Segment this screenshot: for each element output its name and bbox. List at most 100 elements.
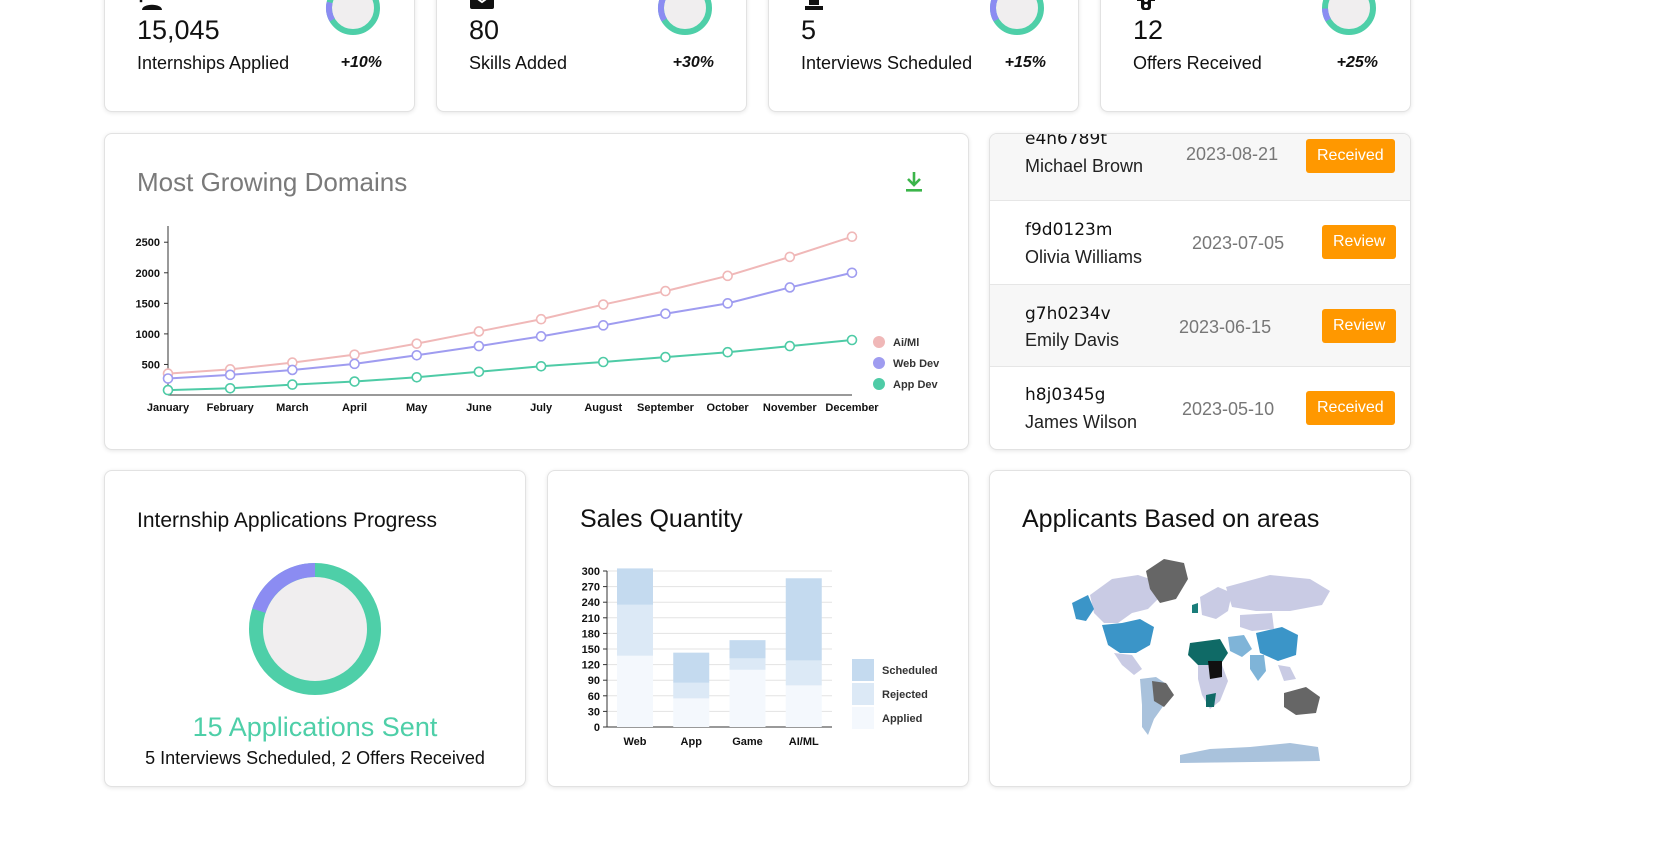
application-date: 2023-05-10 <box>1182 399 1275 419</box>
x-tick-label: July <box>530 402 553 414</box>
x-tick-label: Game <box>732 736 763 748</box>
applicant-name: Emily Davis <box>1025 330 1120 350</box>
map-region-alaska <box>1072 595 1094 621</box>
y-tick-label: 30 <box>588 706 600 718</box>
world-map[interactable] <box>1060 557 1340 767</box>
stat-percent: +30% <box>672 54 714 71</box>
series-line <box>167 235 853 375</box>
stat-card-skills: 80 Skills Added +30% <box>436 0 747 112</box>
legend-swatch <box>852 659 874 681</box>
data-point <box>411 338 423 349</box>
status-badge[interactable]: Received <box>1306 391 1395 425</box>
legend-swatch <box>852 683 874 705</box>
x-tick-label: January <box>147 402 190 414</box>
stat-value: 15,045 <box>137 15 220 45</box>
series-line <box>167 339 853 392</box>
data-point <box>411 371 423 383</box>
download-icon[interactable] <box>903 170 925 194</box>
bar-segment <box>617 604 653 656</box>
stat-label: Offers Received <box>1133 53 1262 73</box>
map-region-central-africa <box>1208 661 1222 679</box>
traffic-light-icon <box>1137 0 1155 10</box>
application-id: h8j0345g <box>1025 385 1106 405</box>
legend-label: App Dev <box>893 379 939 391</box>
map-card: Applicants Based on areas <box>989 470 1411 787</box>
data-point <box>660 351 671 363</box>
bar-segment <box>785 685 822 727</box>
map-region-russia <box>1226 575 1330 611</box>
series-line <box>167 271 853 380</box>
ring-center <box>263 577 367 681</box>
list-item[interactable]: h8j0345g James Wilson 2023-05-10 Receive… <box>990 367 1410 449</box>
y-tick-label: 180 <box>582 628 600 640</box>
legend-label: Applied <box>882 713 922 725</box>
stat-card-offers: 12 Offers Received +25% <box>1100 0 1411 112</box>
data-point <box>784 282 796 293</box>
data-point <box>162 373 174 384</box>
map-region-greenland <box>1146 559 1188 603</box>
data-point <box>846 231 858 243</box>
status-badge[interactable]: Review <box>1322 225 1397 259</box>
map-region-south-africa <box>1206 693 1216 707</box>
line-chart: 500 1000 1500 2000 2500 January February March A… <box>136 226 940 414</box>
y-tick-label: 1500 <box>136 298 160 310</box>
stat-ring <box>658 0 712 35</box>
bar-segment <box>785 578 822 661</box>
status-badge[interactable]: Review <box>1322 309 1397 343</box>
map-region-brazil <box>1152 681 1174 707</box>
stat-label: Skills Added <box>469 53 568 73</box>
domains-card: Most Growing Domains 500 1000 1500 2000 2500… <box>104 133 969 450</box>
status-badge[interactable]: Received <box>1306 139 1395 173</box>
bar-segment <box>785 660 822 686</box>
application-date: 2023-06-15 <box>1179 317 1272 337</box>
applicant-name: James Wilson <box>1025 412 1138 432</box>
stat-ring <box>1322 0 1376 35</box>
application-id: e4h6789t <box>1025 133 1107 149</box>
add-person-icon <box>139 0 162 10</box>
legend-label: Scheduled <box>882 665 938 677</box>
data-point <box>784 340 796 352</box>
map-region-china <box>1256 627 1298 661</box>
chess-icon <box>805 0 823 10</box>
stat-percent: +25% <box>1336 54 1378 71</box>
legend-label: Rejected <box>882 689 928 701</box>
bar-segment <box>729 658 766 670</box>
progress-card: Internship Applications Progress 15 Appl… <box>104 470 526 787</box>
bar-segment <box>617 568 653 605</box>
y-tick-label: 300 <box>582 566 600 578</box>
stat-value: 12 <box>1133 15 1164 45</box>
ring-track <box>1322 0 1376 35</box>
ring-center <box>332 0 374 29</box>
legend-swatch <box>873 357 885 369</box>
list-item[interactable]: f9d0123m Olivia Williams 2023-07-05 Revi… <box>990 201 1410 285</box>
bar-segment <box>673 652 710 683</box>
map-region-middle-east <box>1228 635 1252 657</box>
data-point <box>722 270 733 282</box>
y-tick-label: 1000 <box>136 329 160 341</box>
list-item[interactable]: e4h6789t Michael Brown 2023-08-21 Receiv… <box>990 133 1410 201</box>
map-region-central-asia <box>1240 613 1274 631</box>
data-point <box>535 331 547 342</box>
data-point <box>846 334 858 346</box>
data-point <box>535 313 547 325</box>
data-point <box>473 366 485 378</box>
bar-segment <box>673 698 710 727</box>
mail-icon <box>470 0 494 9</box>
progress-headline: 15 Applications Sent <box>192 712 438 742</box>
y-tick-label: 90 <box>588 675 600 687</box>
list-item[interactable]: g7h0234v Emily Davis 2023-06-15 Review <box>990 285 1410 367</box>
application-id: f9d0123m <box>1025 220 1113 240</box>
y-tick-label: 150 <box>582 644 600 656</box>
ring-center <box>1328 0 1370 29</box>
map-region-canada <box>1090 575 1160 623</box>
applications-card: e4h6789t Michael Brown 2023-08-21 Receiv… <box>989 133 1411 450</box>
data-point <box>287 364 298 376</box>
data-point <box>287 379 298 390</box>
map-title: Applicants Based on areas <box>1022 505 1320 533</box>
data-point <box>473 326 485 337</box>
x-tick-label: May <box>406 402 428 414</box>
ring-center <box>996 0 1038 29</box>
y-tick-label: 0 <box>594 722 600 734</box>
stat-ring <box>990 0 1044 35</box>
x-tick-label: November <box>763 402 818 414</box>
